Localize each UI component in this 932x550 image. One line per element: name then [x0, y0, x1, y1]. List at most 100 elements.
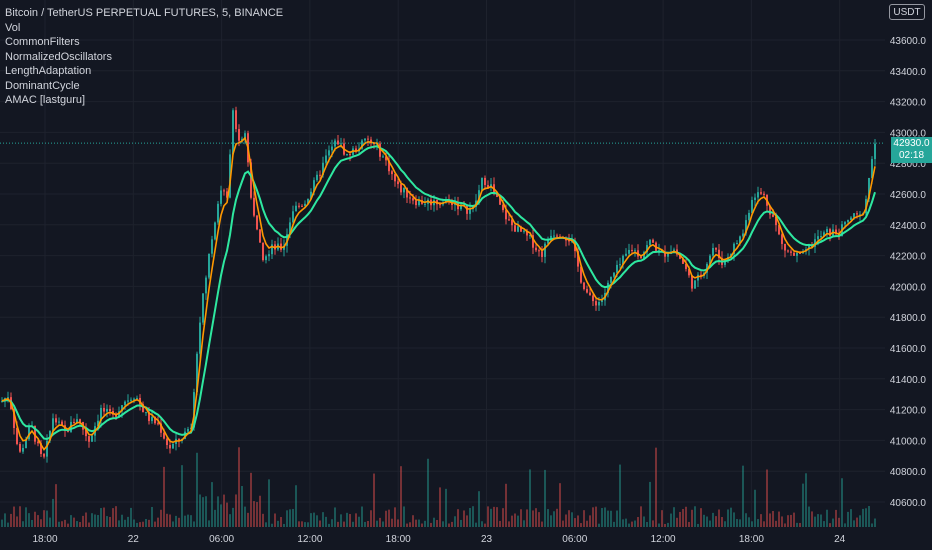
- indicator-common-filters[interactable]: CommonFilters: [5, 36, 80, 48]
- volume-bar: [784, 523, 786, 527]
- volume-bar: [325, 516, 327, 527]
- candle-body: [85, 429, 87, 437]
- volume-bar: [445, 488, 447, 527]
- candle-body: [607, 282, 609, 293]
- candle-body: [583, 282, 585, 290]
- candle-body: [79, 419, 81, 422]
- volume-bar: [289, 509, 291, 527]
- volume-bar: [682, 508, 684, 527]
- candle-body: [28, 426, 30, 440]
- candle-body: [412, 198, 414, 201]
- time-tick-label: 24: [834, 534, 846, 545]
- volume-bar: [676, 517, 678, 527]
- volume-bar: [292, 508, 294, 527]
- candle-body: [481, 177, 483, 191]
- chart-legend: Bitcoin / TetherUS PERPETUAL FUTURES, 5,…: [5, 6, 283, 108]
- volume-bar: [706, 516, 708, 527]
- volume-bar: [613, 521, 615, 527]
- indicator-vol[interactable]: Vol: [5, 21, 21, 34]
- volume-bar: [610, 510, 612, 527]
- candle-body: [508, 219, 510, 221]
- candle-body: [349, 153, 351, 155]
- volume-bar: [787, 515, 789, 527]
- volume-bar: [43, 510, 45, 527]
- candle-body: [208, 253, 210, 278]
- candle-body: [580, 266, 582, 283]
- volume-bar: [859, 515, 861, 527]
- volume-bar: [4, 513, 6, 527]
- candle-body: [745, 220, 747, 234]
- volume-bar: [595, 506, 597, 527]
- volume-bar: [22, 521, 24, 527]
- volume-bar: [634, 520, 636, 527]
- currency-button[interactable]: USDT: [889, 4, 925, 20]
- volume-bar: [847, 511, 849, 527]
- volume-bar: [469, 507, 471, 527]
- indicator-amac[interactable]: AMAC [lastguru]: [5, 94, 86, 106]
- candle-body: [556, 235, 558, 237]
- volume-bar: [10, 513, 12, 527]
- indicator-length-adaptation[interactable]: LengthAdaptation: [5, 65, 92, 77]
- candle-body: [13, 408, 15, 428]
- price-axis[interactable]: 40600.0 40800.0 41000.0 41200.0 41400.0 41600…: [890, 36, 927, 509]
- volume-bar: [28, 513, 30, 527]
- price-tick-label: 41000.0: [890, 436, 927, 447]
- candle-body: [577, 251, 579, 267]
- volume-bar: [7, 522, 9, 527]
- candle-body: [850, 217, 852, 220]
- time-axis[interactable]: 18:00 22 06:00 12:00 18:00 23 06:00 12:00 18:00 2…: [32, 534, 845, 545]
- volume-bar: [190, 515, 192, 527]
- candle-body: [37, 441, 39, 444]
- candle-body: [646, 245, 648, 253]
- candle-body: [166, 438, 168, 446]
- candle-body: [127, 400, 129, 402]
- candle-body: [754, 197, 756, 201]
- volume-bar: [442, 521, 444, 527]
- volume-bar: [745, 513, 747, 527]
- volume-bar: [571, 512, 573, 527]
- price-tick-label: 42800.0: [890, 159, 927, 170]
- volume-bar: [166, 513, 168, 527]
- volume-bar: [604, 507, 606, 527]
- volume-bar: [577, 515, 579, 527]
- candle-body: [535, 247, 537, 251]
- volume-bar: [67, 523, 69, 527]
- indicator-normalized-oscillators[interactable]: NormalizedOscillators: [5, 50, 112, 63]
- candle-body: [259, 229, 261, 243]
- candle-body: [406, 187, 408, 198]
- candle-body: [526, 230, 528, 236]
- candle-body: [280, 243, 282, 250]
- time-tick-label: 18:00: [739, 534, 764, 545]
- volume-bar: [265, 522, 267, 527]
- volume-bar: [334, 507, 336, 527]
- volume-bar: [229, 514, 231, 527]
- volume-bar: [703, 514, 705, 527]
- candle-body: [514, 225, 516, 232]
- volume-bar: [640, 506, 642, 527]
- volume-bar: [574, 518, 576, 527]
- candle-body: [289, 222, 291, 235]
- volume-bar: [466, 515, 468, 527]
- volume-bar: [220, 504, 222, 527]
- volume-bar: [538, 512, 540, 527]
- volume-bar: [448, 523, 450, 527]
- volume-bar: [631, 521, 633, 527]
- candle-body: [196, 353, 198, 393]
- candle-body: [241, 138, 243, 141]
- volume-bar: [304, 522, 306, 527]
- volume-bar: [607, 510, 609, 527]
- symbol-title[interactable]: Bitcoin / TetherUS PERPETUAL FUTURES, 5,…: [5, 7, 284, 19]
- volume-bar: [568, 510, 570, 527]
- volume-bar: [271, 523, 273, 527]
- candle-body: [790, 251, 792, 253]
- time-tick-label: 23: [481, 534, 493, 545]
- volume-bar: [181, 465, 183, 527]
- candle-body: [271, 244, 273, 255]
- candle-body: [874, 143, 876, 160]
- volume-bar: [790, 514, 792, 527]
- indicator-dominant-cycle[interactable]: DominantCycle: [5, 79, 80, 92]
- volume-bar: [130, 507, 132, 527]
- time-tick-label: 12:00: [651, 534, 676, 545]
- volume-bar: [586, 520, 588, 527]
